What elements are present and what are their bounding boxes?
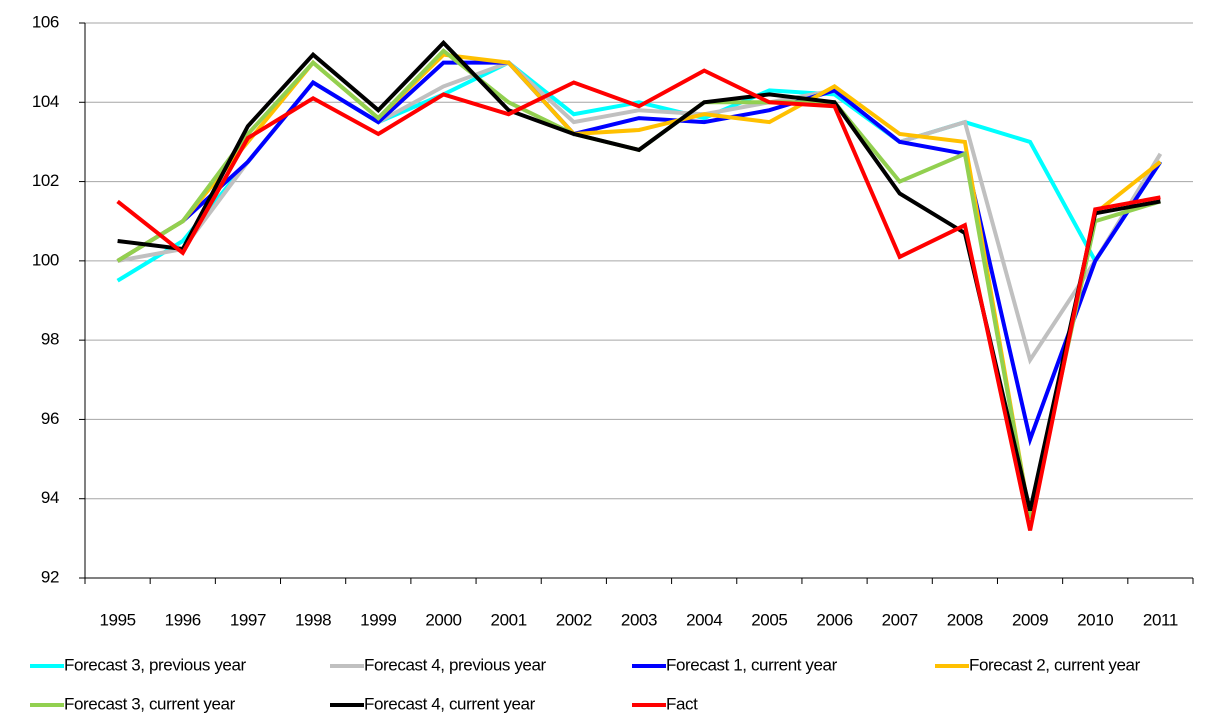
x-tick-label: 2010 xyxy=(1077,610,1113,629)
x-tick-label: 2006 xyxy=(816,610,852,629)
legend-label: Forecast 4, current year xyxy=(364,694,536,713)
x-tick-label: 1995 xyxy=(99,610,135,629)
series-line xyxy=(116,68,1161,531)
legend-label: Forecast 3, previous year xyxy=(64,655,247,674)
legend-label: Forecast 3, current year xyxy=(64,694,236,713)
x-tick-label: 2005 xyxy=(751,610,787,629)
y-tick-label: 92 xyxy=(41,567,59,586)
y-tick-label: 94 xyxy=(41,488,59,507)
legend-label: Forecast 2, current year xyxy=(969,655,1141,674)
x-tick-label: 2011 xyxy=(1143,610,1178,629)
legend-label: Forecast 4, previous year xyxy=(364,655,547,674)
y-tick-label: 96 xyxy=(41,409,59,428)
x-tick-label: 2004 xyxy=(686,610,722,629)
y-tick-label: 102 xyxy=(32,171,59,190)
x-tick-label: 1996 xyxy=(165,610,201,629)
x-tick-label: 2009 xyxy=(1012,610,1048,629)
x-tick-label: 2007 xyxy=(882,610,918,629)
x-tick-label: 2003 xyxy=(621,610,657,629)
x-tick-label: 1999 xyxy=(360,610,396,629)
y-tick-label: 100 xyxy=(32,250,59,269)
y-tick-label: 98 xyxy=(41,330,59,349)
x-tick-label: 1997 xyxy=(230,610,266,629)
legend-label: Fact xyxy=(666,694,698,713)
legend-label: Forecast 1, current year xyxy=(666,655,838,674)
x-tick-label: 2008 xyxy=(947,610,983,629)
x-tick-label: 1998 xyxy=(295,610,331,629)
series-line xyxy=(116,60,1163,447)
x-tick-label: 2002 xyxy=(556,610,592,629)
x-tick-label: 2000 xyxy=(425,610,461,629)
y-tick-label: 104 xyxy=(32,92,59,111)
x-tick-label: 2001 xyxy=(491,610,527,629)
y-tick-label: 106 xyxy=(32,12,59,31)
